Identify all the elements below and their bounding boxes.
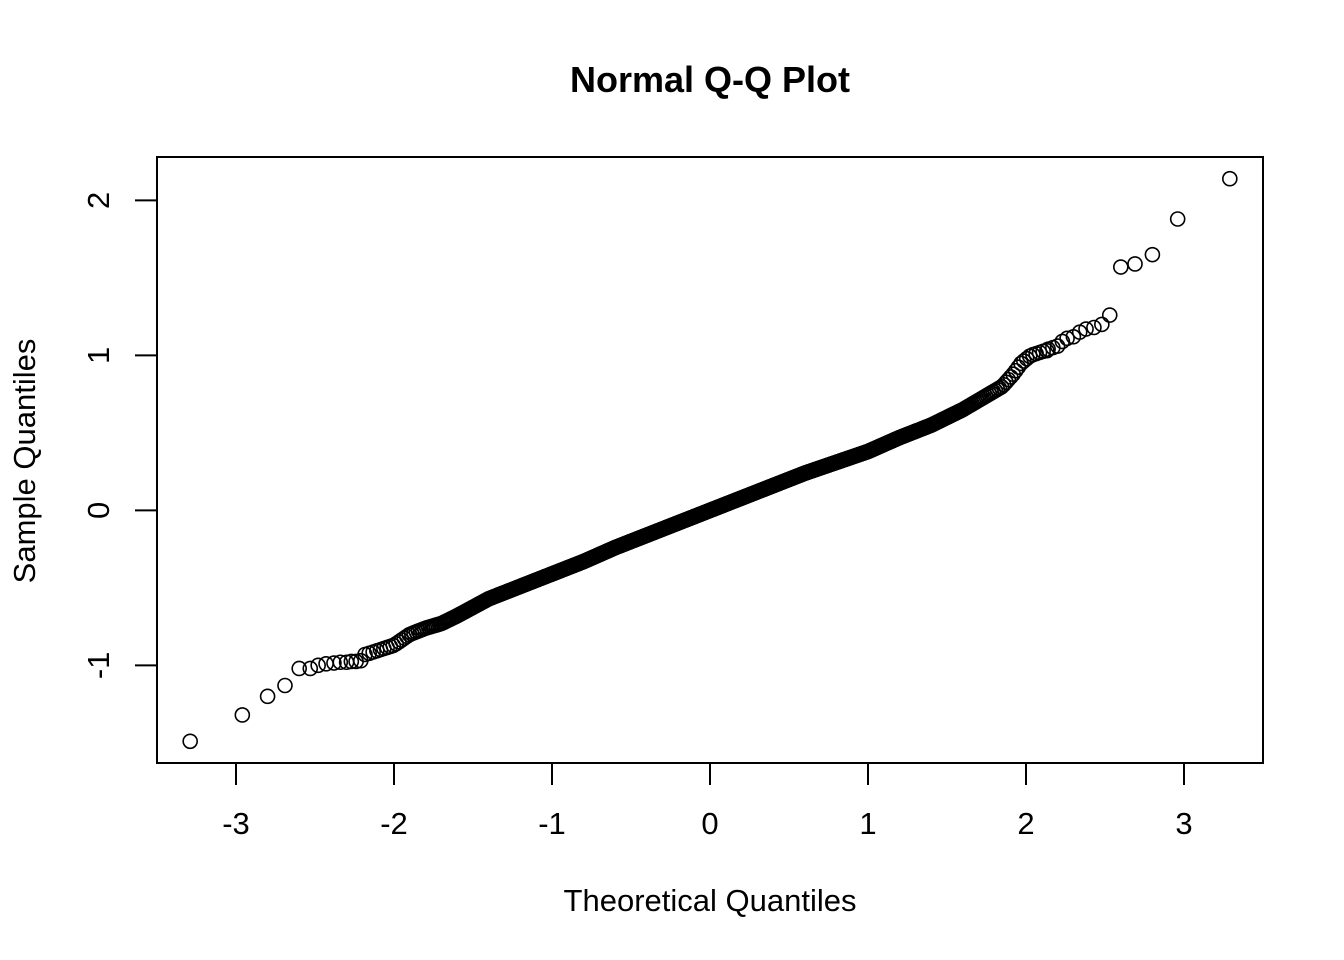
data-point (1169, 211, 1186, 227)
data-point (1222, 170, 1238, 187)
data-point (326, 655, 342, 671)
data-point (1040, 341, 1056, 357)
y-axis: -1 0 1 2 (81, 192, 158, 680)
data-point (302, 660, 319, 677)
data-point (1144, 246, 1161, 263)
x-axis-label: Theoretical Quantiles (564, 883, 857, 918)
data-point (182, 733, 198, 750)
y-tick-label: 2 (81, 192, 116, 209)
data-point (1101, 307, 1118, 323)
x-tick-label: 2 (1017, 806, 1034, 841)
y-axis-label: Sample Quantiles (7, 339, 42, 584)
data-point (1059, 330, 1075, 347)
data-point (332, 654, 349, 671)
data-point (234, 707, 251, 723)
chart-title: Normal Q-Q Plot (570, 59, 850, 100)
data-point (1094, 316, 1110, 333)
data-point (291, 660, 308, 677)
x-tick-label: 1 (859, 806, 876, 841)
y-tick-label: 0 (81, 502, 116, 519)
data-points (182, 170, 1238, 750)
data-point (259, 688, 276, 705)
x-tick-label: -3 (222, 806, 250, 841)
x-tick-label: 3 (1175, 806, 1192, 841)
y-tick-label: 1 (81, 347, 116, 364)
data-point (1086, 319, 1102, 336)
x-axis: -3 -2 -1 0 1 2 3 (222, 762, 1193, 841)
data-point (310, 657, 326, 674)
data-point (1113, 259, 1129, 275)
data-point (1127, 256, 1143, 272)
x-tick-label: -2 (380, 806, 408, 841)
x-tick-label: 0 (701, 806, 718, 841)
plot-frame (156, 156, 1264, 764)
x-tick-label: -1 (538, 806, 566, 841)
data-point (1065, 328, 1082, 345)
data-point (343, 653, 360, 670)
y-tick-label: -1 (81, 652, 116, 680)
data-point (277, 677, 293, 694)
